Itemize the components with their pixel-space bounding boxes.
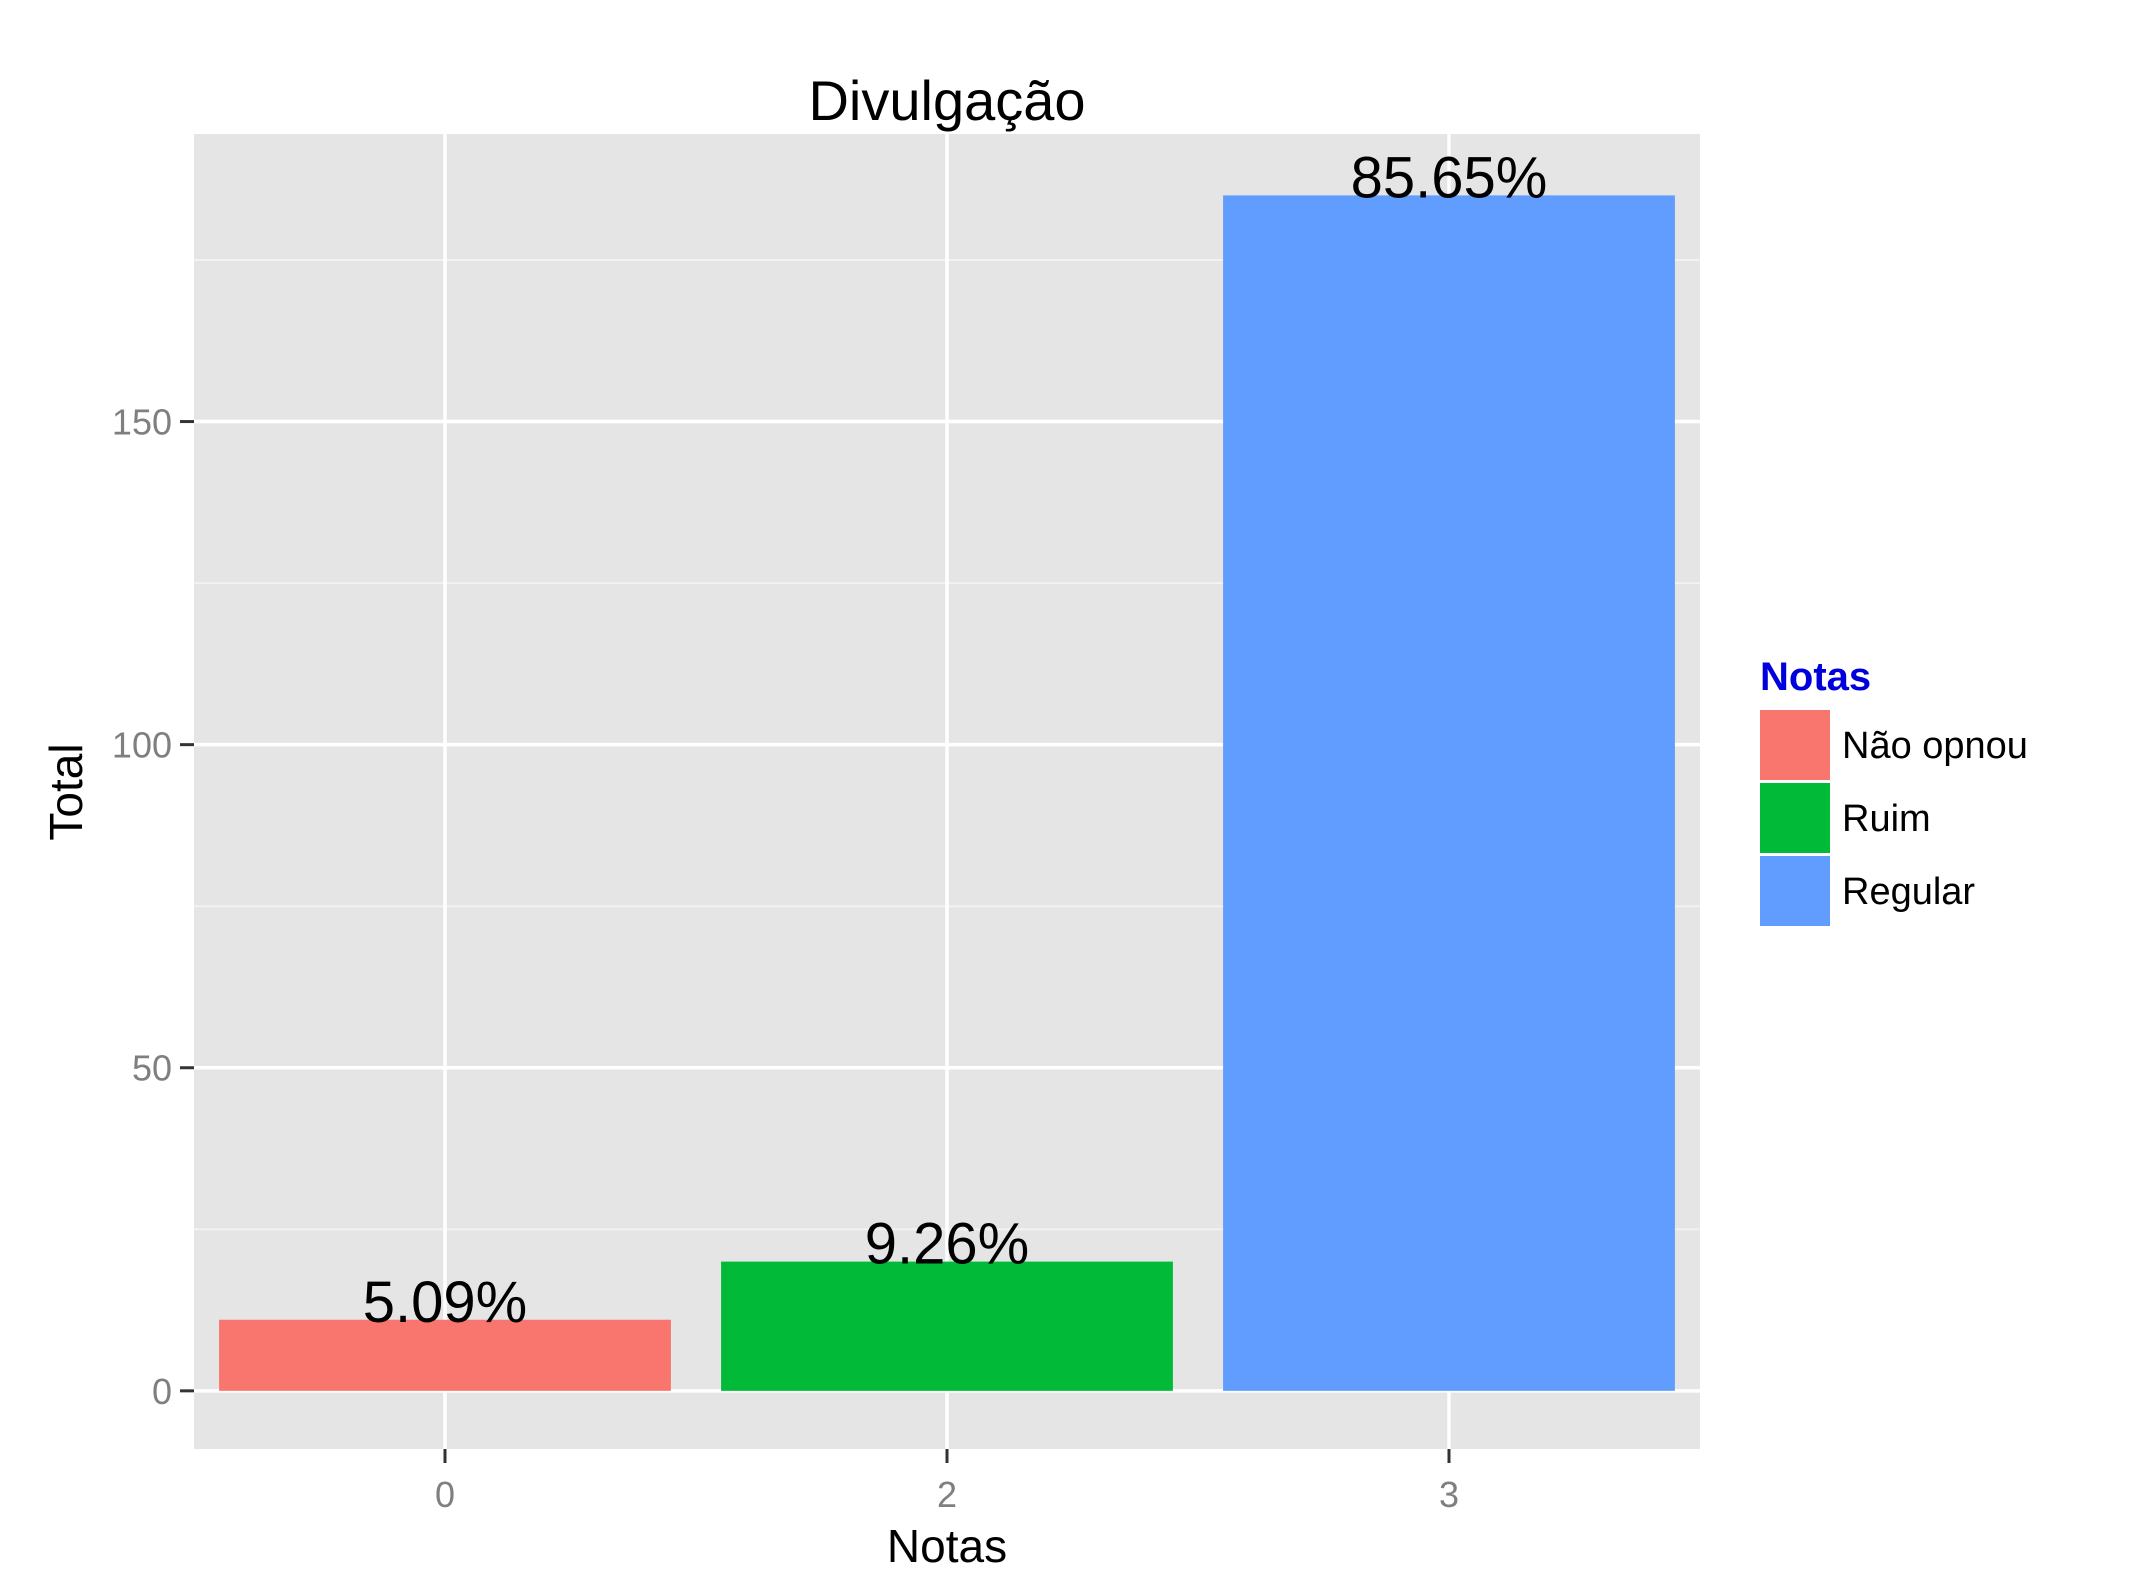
legend-key-0	[1760, 710, 1830, 780]
y-tick-label: 150	[112, 402, 172, 443]
x-tick-label: 3	[1439, 1474, 1459, 1515]
legend-label-1: Ruim	[1842, 798, 1931, 840]
legend-label-0: Não opnou	[1842, 725, 2028, 767]
legend-label-2: Regular	[1842, 871, 1975, 913]
legend-entries: Não opnou Ruim Regular	[1760, 710, 2028, 926]
y-tick-label: 0	[152, 1371, 172, 1412]
y-axis-title: Total	[40, 743, 92, 840]
bar-3	[1223, 195, 1675, 1391]
bar-0	[219, 1319, 671, 1391]
legend-key-2	[1760, 856, 1830, 926]
x-tick-label: 0	[435, 1474, 455, 1515]
data-label-2: 9.26%	[865, 1212, 1029, 1277]
legend-key-1	[1760, 783, 1830, 853]
y-tick-label: 100	[112, 725, 172, 766]
data-label-0: 5.09%	[363, 1270, 527, 1335]
x-axis-title: Notas	[887, 1520, 1007, 1572]
bar-2	[721, 1261, 1173, 1391]
legend: Notas Não opnou Ruim Regular	[1760, 655, 2028, 926]
y-tick-label: 50	[132, 1048, 172, 1089]
bars	[219, 195, 1675, 1391]
data-label-3: 85.65%	[1351, 145, 1548, 210]
legend-title: Notas	[1760, 655, 1871, 699]
y-axis: 0 50 100 150	[112, 402, 194, 1412]
data-labels: 5.09% 9.26% 85.65%	[363, 145, 1548, 1334]
x-tick-label: 2	[937, 1474, 957, 1515]
chart-title: Divulgação	[808, 69, 1085, 132]
x-axis: 0 2 3	[435, 1449, 1459, 1515]
